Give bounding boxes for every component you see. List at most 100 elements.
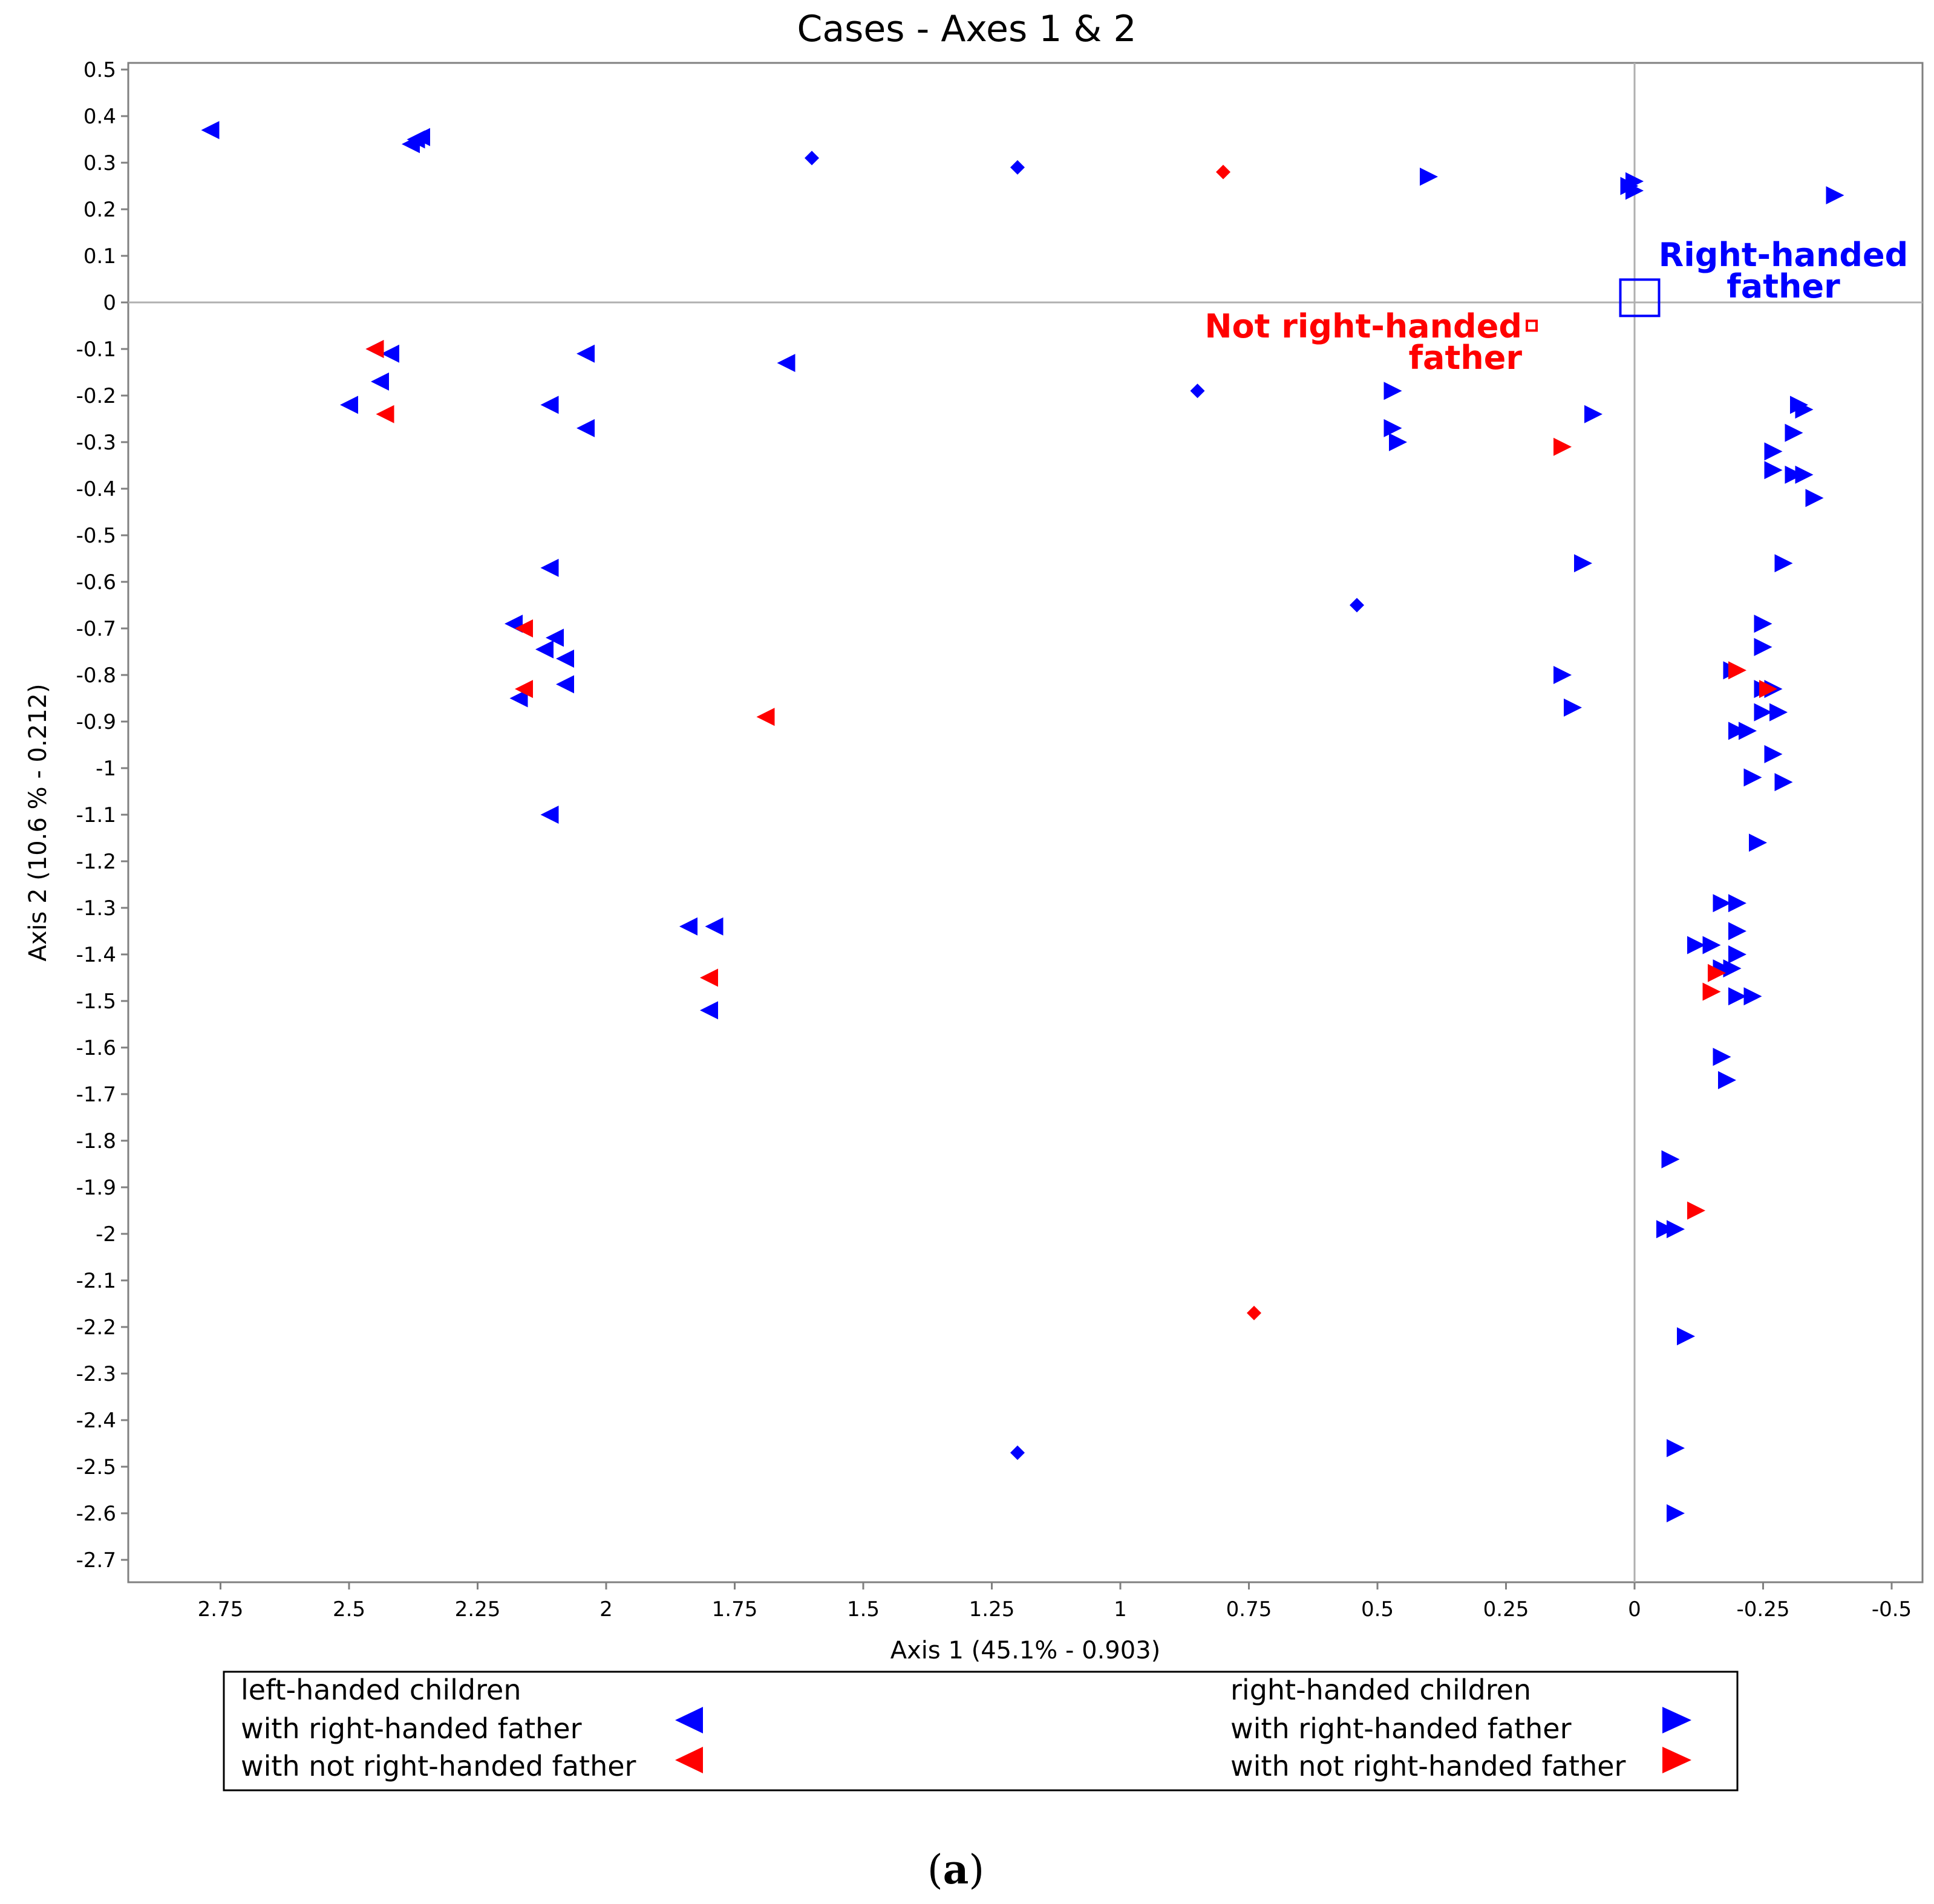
y-tick-label: -1.2 [76,850,116,874]
caption-letter: a [943,1846,969,1893]
data-point-diamond [1247,1305,1261,1320]
data-point-triangle-right [1728,987,1746,1006]
data-point-triangle-right [1728,661,1746,680]
caption-close-paren: ) [969,1847,984,1893]
data-point-triangle-left [535,640,554,659]
data-point-triangle-right [1728,894,1746,913]
data-point-triangle-right [1774,773,1793,792]
data-point-triangle-right [1713,1048,1731,1066]
y-tick-label: -2.3 [76,1362,116,1386]
data-point-triangle-right [1708,963,1726,982]
data-point-triangle-left [577,419,595,437]
data-point-triangle-right [1805,489,1824,507]
data-point-diamond [805,151,819,166]
data-point-triangle-right [1584,405,1602,423]
data-point-triangle-right [1667,1439,1685,1458]
y-tick-label: -2.6 [76,1502,116,1526]
data-point-triangle-left [340,396,358,414]
data-point-triangle-right [1743,768,1762,787]
data-point-triangle-right [1702,982,1721,1001]
data-point-triangle-right [1826,186,1844,204]
data-point-triangle-left [515,680,533,699]
figure-caption: (a) [927,1846,984,1893]
y-tick-label: -1.3 [76,896,116,921]
data-point-triangle-right [1687,936,1705,954]
data-point-triangle-left [577,344,595,363]
y-tick-label: 0.4 [83,105,116,129]
legend-left-red-triangle [675,1747,703,1773]
data-point-triangle-left [700,1001,718,1020]
legend-right-red-triangle [1662,1747,1691,1773]
y-tick-label: -2.2 [76,1316,116,1340]
data-point-triangle-right [1764,745,1783,763]
y-tick-label: -2.4 [76,1409,116,1433]
x-tick-label: 2.5 [333,1597,365,1622]
y-tick-label: -0.6 [76,570,116,595]
data-point-triangle-left [540,396,559,414]
x-tick-label: 1.25 [969,1597,1015,1622]
y-tick-label: -1.9 [76,1176,116,1200]
x-tick-label: 0 [1628,1597,1641,1622]
data-point-triangle-left [376,405,394,423]
y-tick-label: -1.1 [76,803,116,827]
data-point-triangle-right [1574,554,1592,573]
data-point-triangle-right [1743,987,1762,1006]
data-point-triangle-left [556,675,574,694]
data-point-triangle-right [1667,1220,1685,1239]
data-point-triangle-right [1754,703,1772,722]
x-axis-label: Axis 1 (45.1% - 0.903) [890,1637,1161,1664]
x-tick-label: 0.5 [1361,1597,1394,1622]
annotation-right-handed-father: Right-handed [1659,236,1909,274]
annotation-not-right-handed-father: father [1409,339,1523,377]
data-point-triangle-left [412,128,430,146]
annotation-right-handed-father: father [1727,267,1840,305]
y-axis-ticks: 0.5 0.4 0.3 0.2 0.1 0 -0.1 -0.2 -0.3 -0.4 -0.5 -0.6… [76,58,128,1573]
legend-box [223,1671,1739,1792]
data-point-triangle-right [1723,959,1742,978]
y-tick-label: -0.1 [76,337,116,362]
y-tick-label: -0.9 [76,710,116,734]
x-axis-ticks: 2.75 2.5 2.25 2 1.75 1.5 1.25 1 0.75 0.5 0.25 0 -0.2… [198,1582,1912,1622]
y-tick-label: -2.5 [76,1455,116,1479]
data-point-triangle-right [1795,400,1814,419]
y-tick-label: -0.5 [76,524,116,548]
data-point-triangle-left [201,121,220,140]
legend-right-group: right-handed children [1230,1674,1531,1706]
legend-left-group: left-handed children [241,1674,521,1706]
data-point-triangle-right [1553,666,1572,684]
y-tick-label: 0.2 [83,198,116,222]
data-point-triangle-right [1749,833,1767,852]
legend-left-blue-triangle [675,1707,703,1733]
data-points [201,121,1844,1522]
data-point-triangle-right [1785,465,1803,484]
data-point-diamond [1010,1445,1025,1460]
plot-frame [127,62,1924,1583]
x-tick-label: 1.75 [712,1597,758,1622]
data-point-triangle-right [1656,1220,1674,1239]
data-point-triangle-right [1774,554,1793,573]
y-axis-label: Axis 2 (10.6 % - 0.212) [24,683,52,961]
y-tick-label: -0.3 [76,431,116,455]
y-tick-label: -1.8 [76,1129,116,1153]
data-point-triangle-left [402,135,420,154]
data-point-triangle-left [365,340,384,358]
data-point-triangle-left [756,708,775,726]
y-tick-label: -2.1 [76,1269,116,1293]
y-tick-label: -1 [96,757,116,781]
data-point-triangle-right [1764,461,1783,480]
y-tick-label: -1.6 [76,1036,116,1060]
data-point-triangle-left [371,372,389,391]
data-point-triangle-right [1769,703,1788,722]
data-point-triangle-left [705,917,724,936]
y-tick-label: 0 [103,291,116,315]
chart-title: Cases - Axes 1 & 2 [797,8,1136,50]
data-point-triangle-right [1420,168,1438,186]
data-point-triangle-right [1728,922,1746,941]
data-point-triangle-right [1661,1150,1680,1169]
y-tick-label: -1.7 [76,1083,116,1107]
data-point-triangle-right [1384,419,1402,437]
x-tick-label: 1 [1114,1597,1127,1622]
y-tick-label: 0.1 [83,244,116,269]
x-tick-label: 2.75 [198,1597,244,1622]
